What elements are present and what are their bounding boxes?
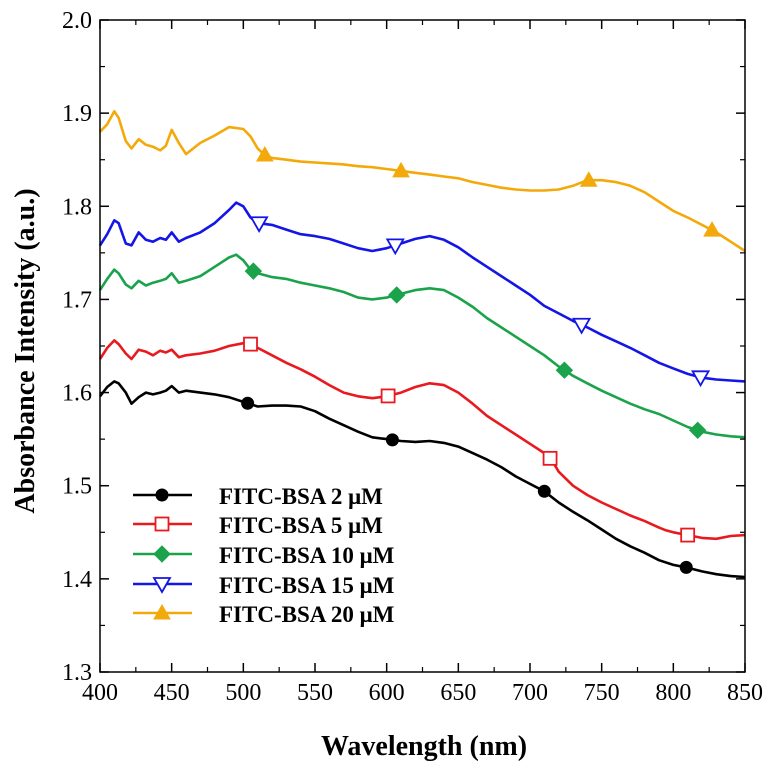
legend-swatch-marker [155, 488, 169, 502]
series-layer [98, 110, 746, 579]
y-tick-label: 1.4 [62, 567, 92, 593]
x-tick-label: 750 [584, 680, 620, 706]
x-axis-title: Wavelength (nm) [321, 731, 527, 762]
plot-frame [99, 19, 746, 673]
legend-swatch-marker [154, 516, 170, 532]
legend-swatch-marker [153, 545, 171, 563]
series-marker-1 [243, 336, 258, 352]
series-marker-2 [688, 421, 707, 440]
x-tick-label: 450 [154, 680, 190, 706]
series-marker-2 [555, 361, 574, 379]
y-tick-label: 1.8 [62, 194, 92, 220]
series-marker-4 [392, 161, 410, 178]
y-tick-label: 1.3 [62, 660, 92, 686]
x-tick-label: 550 [297, 680, 333, 706]
x-tick-label: 500 [225, 680, 261, 706]
series-line-3 [98, 201, 746, 383]
legend-label-10um: FITC-BSA 10 μM [219, 543, 395, 568]
series-marker-0 [241, 396, 255, 410]
legend-label-5um: FITC-BSA 5 μM [219, 513, 383, 538]
series-marker-1 [380, 388, 396, 404]
series-marker-3 [249, 216, 269, 234]
series-marker-0 [679, 560, 693, 574]
series-line-0 [98, 380, 746, 579]
legend-swatch-marker [152, 577, 172, 594]
y-tick-label: 1.6 [62, 381, 92, 407]
series-marker-3 [572, 317, 592, 335]
y-tick-label: 1.5 [62, 474, 92, 500]
legend-label-2um: FITC-BSA 2 μM [219, 484, 383, 509]
series-marker-2 [387, 286, 406, 304]
ticks-layer [99, 19, 746, 673]
series-marker-4 [703, 221, 721, 237]
series-line-4 [99, 110, 746, 253]
series-marker-3 [385, 238, 405, 256]
series-marker-0 [537, 484, 551, 498]
x-tick-label: 400 [82, 680, 118, 706]
x-tick-label: 700 [512, 680, 548, 706]
series-marker-4 [255, 146, 274, 162]
series-marker-4 [579, 171, 598, 187]
series-marker-0 [385, 433, 399, 447]
x-tick-label: 850 [727, 680, 763, 706]
x-tick-label: 600 [369, 680, 405, 706]
y-tick-label: 2.0 [62, 8, 92, 34]
marker-layer [241, 146, 721, 574]
y-axis-title: Absorbance Intensity (a.u.) [10, 188, 41, 513]
x-tick-label: 650 [440, 680, 476, 706]
x-tick-labels: 400 450 500 550 600 650 700 750 800 850 [82, 680, 763, 706]
legend-swatches [133, 488, 192, 620]
legend-label-20um: FITC-BSA 20 μM [219, 602, 395, 627]
series-line-2 [98, 253, 746, 439]
y-tick-label: 1.9 [62, 101, 92, 127]
y-tick-label: 1.7 [62, 287, 92, 313]
legend-swatch-marker [153, 603, 171, 620]
series-marker-1 [542, 450, 558, 466]
series-marker-2 [244, 262, 263, 280]
series-marker-1 [680, 527, 696, 543]
series-marker-3 [691, 370, 711, 388]
y-tick-labels: 1.3 1.4 1.5 1.6 1.7 1.8 1.9 2.0 [62, 8, 92, 686]
legend-label-15um: FITC-BSA 15 μM [219, 573, 395, 598]
series-line-1 [98, 339, 746, 541]
x-tick-label: 800 [655, 680, 691, 706]
legend: FITC-BSA 2 μM FITC-BSA 5 μM FITC-BSA 10 … [133, 484, 395, 627]
